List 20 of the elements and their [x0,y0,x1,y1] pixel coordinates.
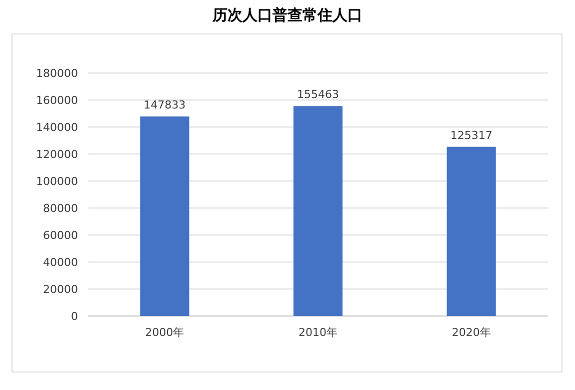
y-tick-label: 100000 [36,174,78,188]
x-tick-label: 2020年 [452,326,491,339]
y-tick-label: 140000 [36,120,78,134]
data-label: 155463 [297,88,339,102]
x-tick-label: 2010年 [298,326,338,339]
bar [293,106,343,316]
y-tick-label: 40000 [43,256,78,269]
y-tick-label: 80000 [43,202,78,215]
data-label: 125317 [450,128,492,142]
y-tick-label: 120000 [36,148,78,161]
y-tick-label: 0 [71,310,78,323]
data-label: 147833 [144,98,186,112]
x-tick-label: 2000年 [145,326,184,339]
bar [140,116,190,316]
y-tick-label: 160000 [36,94,78,107]
bar [446,146,496,316]
y-tick-label: 20000 [43,282,78,296]
chart-title: 历次人口普查常住人口 [212,6,362,24]
y-tick-label: 180000 [36,66,78,80]
y-tick-label: 60000 [43,228,78,242]
